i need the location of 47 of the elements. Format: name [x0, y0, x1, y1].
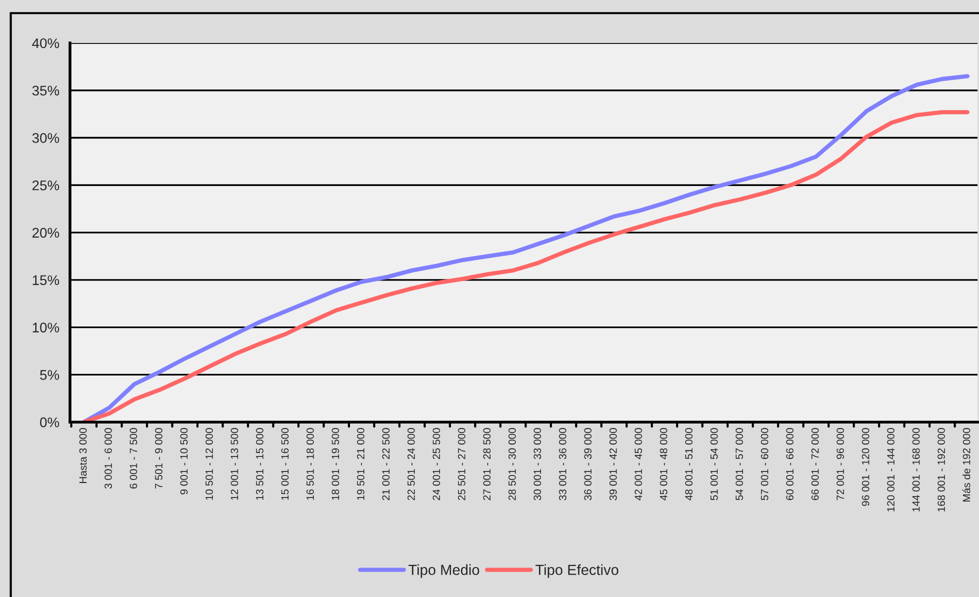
x-tick-label: 28 501 - 30 000	[508, 428, 516, 500]
x-tick-label: 36 001 - 39 000	[584, 428, 592, 500]
x-tick-label: 144 001 - 168 000	[912, 428, 920, 512]
x-tick-label: 24 001 - 25 500	[432, 428, 440, 500]
x-tick-label: 96 001 - 120 000	[862, 428, 870, 506]
y-tick-label: 40%	[32, 38, 60, 48]
x-tick-label: 27 001 - 28 500	[483, 428, 491, 500]
x-tick-label: 45 001 - 48 000	[660, 428, 668, 500]
x-tick-label: 15 001 - 16 500	[281, 428, 289, 500]
x-tick-label: 3 001 - 6 000	[104, 428, 112, 489]
x-tick-label: 6 001 - 7 500	[130, 428, 138, 488]
y-tick-label: 10%	[32, 322, 60, 332]
x-tick-label: 168 001 - 192 000	[938, 428, 945, 512]
y-tick-label: 25%	[32, 180, 60, 190]
x-tick-label: 48 001 - 51 000	[685, 428, 693, 500]
y-tick-label: 30%	[32, 133, 60, 143]
y-tick-label: 20%	[32, 228, 60, 238]
x-tick-label: 7 501 - 9 000	[155, 428, 162, 488]
x-tick-label: 42 001 - 45 000	[634, 428, 642, 500]
x-tick-label: 18 001 - 19 500	[332, 428, 340, 500]
x-tick-label: 13 501 - 15 000	[256, 428, 264, 500]
x-tick-label: 66 001 - 72 000	[811, 428, 819, 500]
legend-label: Tipo Efectivo	[536, 564, 618, 578]
x-tick-label: 120 001 - 144 000	[887, 428, 894, 512]
x-tick-label: Hasta 3 000	[79, 428, 87, 483]
x-tick-label: 72 001 - 96 000	[836, 428, 844, 500]
x-tick-label: 9 001 - 10 500	[180, 428, 188, 494]
x-tick-label: 30 001 - 33 000	[534, 428, 542, 500]
x-tick-label: 54 001 - 57 000	[736, 428, 744, 500]
x-tick-label: 10 501 - 12 000	[206, 428, 213, 500]
x-tick-label: 16 501 - 18 000	[306, 428, 314, 500]
x-tick-label: 19 501 - 21 000	[356, 428, 364, 500]
x-tick-label: 12 001 - 13 500	[230, 428, 238, 500]
legend-label: Tipo Medio	[408, 564, 480, 578]
x-tick-label: 57 001 - 60 000	[760, 428, 768, 500]
x-tick-label: 22 501 - 24 000	[407, 428, 415, 500]
y-tick-label: 15%	[32, 275, 60, 286]
y-tick-label: 0%	[40, 417, 60, 428]
x-tick-label: 51 001 - 54 000	[710, 428, 718, 500]
x-tick-label: 60 001 - 66 000	[786, 428, 794, 500]
y-tick-label: 35%	[32, 86, 60, 96]
x-tick-label: Más de 192 000	[962, 428, 970, 502]
x-tick-label: 21 001 - 22 500	[382, 428, 390, 500]
x-tick-label: 25 501 - 27 000	[458, 428, 466, 500]
x-tick-label: 39 001 - 42 000	[609, 428, 617, 500]
y-tick-label: 5%	[40, 370, 60, 380]
x-tick-label: 33 001 - 36 000	[558, 428, 566, 500]
